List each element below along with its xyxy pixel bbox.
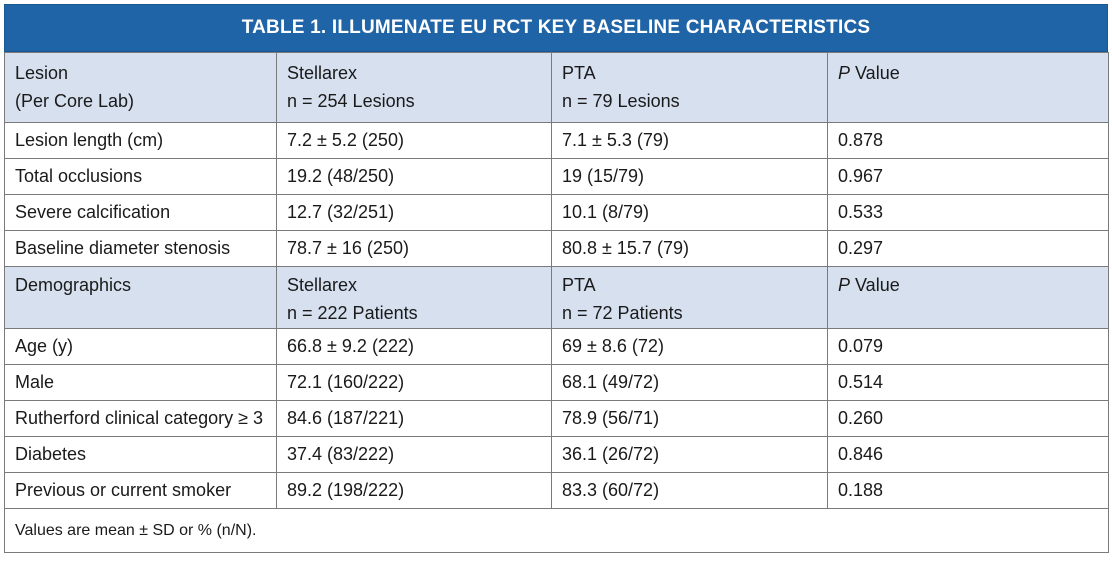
header-line: n = 72 Patients (562, 303, 683, 323)
header-cell-pta: PTA n = 72 Patients (551, 266, 828, 329)
p-italic: P (838, 275, 851, 295)
stellarex-cell: 19.2 (48/250) (276, 158, 552, 195)
p-value-cell: 0.514 (827, 364, 1109, 401)
pta-cell: 10.1 (8/79) (551, 194, 828, 231)
stellarex-cell: 84.6 (187/221) (276, 400, 552, 437)
stellarex-cell: 12.7 (32/251) (276, 194, 552, 231)
baseline-characteristics-table: TABLE 1. ILLUMENATE EU RCT KEY BASELINE … (4, 4, 1109, 553)
p-value-cell: 0.297 (827, 230, 1109, 267)
header-line: PTA (562, 275, 596, 295)
value-label: Value (850, 63, 900, 83)
stellarex-cell: 72.1 (160/222) (276, 364, 552, 401)
row-label-cell: Male (4, 364, 277, 401)
p-value-cell: 0.846 (827, 436, 1109, 473)
pta-cell: 80.8 ± 15.7 (79) (551, 230, 828, 267)
footnote: Values are mean ± SD or % (n/N). (4, 508, 1109, 553)
table-row: Lesion length (cm) 7.2 ± 5.2 (250) 7.1 ± 5… (4, 122, 1109, 159)
header-line: PTA (562, 63, 596, 83)
header-line: n = 254 Lesions (287, 91, 415, 111)
pta-cell: 78.9 (56/71) (551, 400, 828, 437)
table-row: Diabetes 37.4 (83/222) 36.1 (26/72) 0.846 (4, 436, 1109, 473)
header-cell-lesion: Lesion (Per Core Lab) (4, 52, 277, 123)
table-row: Baseline diameter stenosis 78.7 ± 16 (250… (4, 230, 1109, 267)
header-line: Lesion (15, 63, 69, 83)
p-value-cell: 0.260 (827, 400, 1109, 437)
row-label-cell: Baseline diameter stenosis (4, 230, 277, 267)
demographics-header-row: Demographics Stellarex n = 222 Patients PTA… (4, 266, 1109, 329)
pta-cell: 69 ± 8.6 (72) (551, 328, 828, 365)
header-line: n = 79 Lesions (562, 91, 680, 111)
row-label-cell: Age (y) (4, 328, 277, 365)
p-value-cell: 0.188 (827, 472, 1109, 509)
row-label-cell: Severe calcification (4, 194, 277, 231)
stellarex-cell: 78.7 ± 16 (250) (276, 230, 552, 267)
header-cell-pta: PTA n = 79 Lesions (551, 52, 828, 123)
lesion-header-row: Lesion (Per Core Lab) Stellarex n = 254 … (4, 52, 1109, 123)
p-value-cell: 0.079 (827, 328, 1109, 365)
p-italic: P (838, 63, 851, 83)
header-line: (Per Core Lab) (15, 91, 135, 111)
row-label-cell: Lesion length (cm) (4, 122, 277, 159)
table-row: Severe calcification 12.7 (32/251) 10.1 (8… (4, 194, 1109, 231)
stellarex-cell: 7.2 ± 5.2 (250) (276, 122, 552, 159)
pta-cell: 36.1 (26/72) (551, 436, 828, 473)
table-title: TABLE 1. ILLUMENATE EU RCT KEY BASELINE … (4, 4, 1108, 52)
header-cell-p-value: P Value (827, 52, 1109, 123)
pta-cell: 83.3 (60/72) (551, 472, 828, 509)
p-value-cell: 0.878 (827, 122, 1109, 159)
row-label-cell: Rutherford clinical category ≥ 3 (4, 400, 277, 437)
p-value-cell: 0.967 (827, 158, 1109, 195)
header-line: n = 222 Patients (287, 303, 418, 323)
row-label-cell: Total occlusions (4, 158, 277, 195)
header-line: Demographics (15, 275, 132, 295)
table-row: Age (y) 66.8 ± 9.2 (222) 69 ± 8.6 (72) 0.07… (4, 328, 1109, 365)
data-table: Lesion (Per Core Lab) Stellarex n = 254 … (4, 52, 1109, 553)
pta-cell: 19 (15/79) (551, 158, 828, 195)
header-cell-p-value: P Value (827, 266, 1109, 329)
header-cell-demographics: Demographics (4, 266, 277, 329)
header-cell-stellarex: Stellarex n = 222 Patients (276, 266, 552, 329)
header-cell-stellarex: Stellarex n = 254 Lesions (276, 52, 552, 123)
table-row: Previous or current smoker 89.2 (198/222)… (4, 472, 1109, 509)
pta-cell: 68.1 (49/72) (551, 364, 828, 401)
p-value-cell: 0.533 (827, 194, 1109, 231)
value-label: Value (850, 275, 900, 295)
header-line: Stellarex (287, 63, 358, 83)
row-label-cell: Diabetes (4, 436, 277, 473)
footnote-row: Values are mean ± SD or % (n/N). (4, 508, 1109, 553)
stellarex-cell: 89.2 (198/222) (276, 472, 552, 509)
table-row: Male 72.1 (160/222) 68.1 (49/72) 0.514 (4, 364, 1109, 401)
table-row: Rutherford clinical category ≥ 3 84.6 (18… (4, 400, 1109, 437)
row-label-cell: Previous or current smoker (4, 472, 277, 509)
stellarex-cell: 66.8 ± 9.2 (222) (276, 328, 552, 365)
pta-cell: 7.1 ± 5.3 (79) (551, 122, 828, 159)
header-line: Stellarex (287, 275, 358, 295)
table-row: Total occlusions 19.2 (48/250) 19 (15/79) 0… (4, 158, 1109, 195)
stellarex-cell: 37.4 (83/222) (276, 436, 552, 473)
